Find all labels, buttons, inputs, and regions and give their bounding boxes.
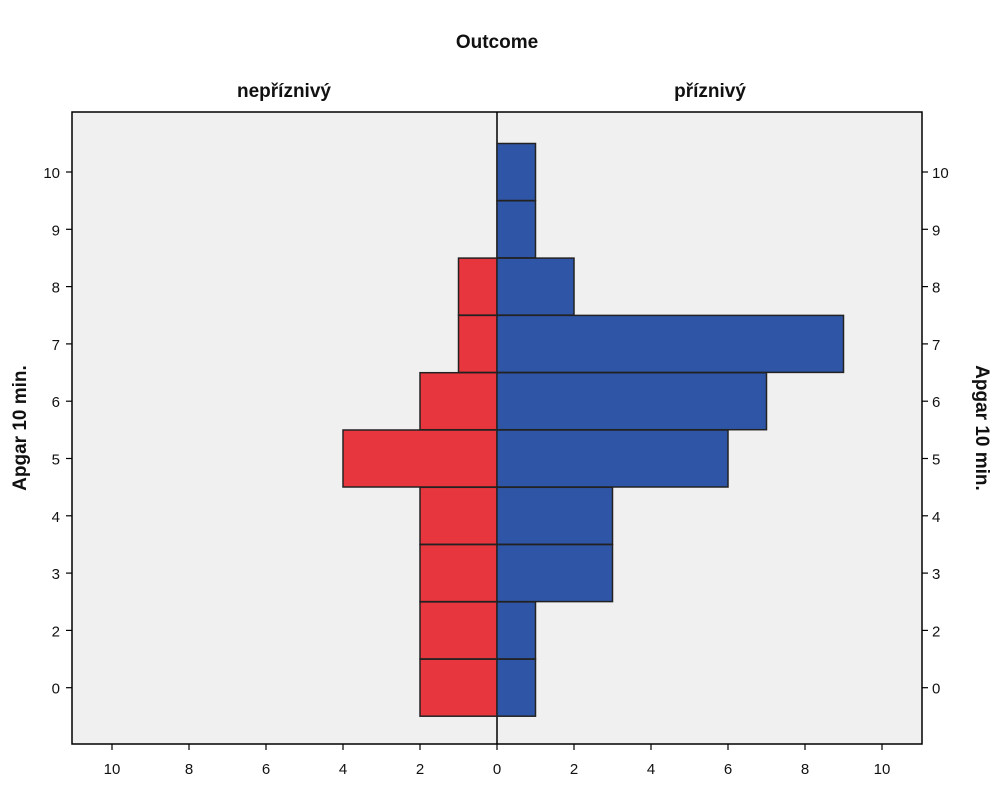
- y-tick-left-label: 10: [43, 165, 60, 182]
- y-tick-left-label: 3: [52, 566, 60, 583]
- x-tick-right-label: 8: [801, 761, 809, 778]
- y-tick-left-label: 4: [52, 509, 60, 526]
- y-tick-right-label: 0: [932, 681, 940, 698]
- y-tick-right-label: 10: [932, 165, 949, 182]
- panel-label-right: příznivý: [674, 81, 746, 102]
- bars-priznivy: [496, 142, 845, 717]
- bar-right-6: [496, 371, 768, 431]
- y-tick-right-label: 8: [932, 280, 940, 297]
- y-tick-right-label: 3: [932, 566, 940, 583]
- bar-right-0: [496, 658, 537, 717]
- bar-left-0: [419, 658, 498, 717]
- x-tick-right-label: 2: [570, 761, 578, 778]
- bar-right-4: [496, 486, 614, 546]
- bar-left-3: [419, 543, 498, 603]
- bar-right-5: [496, 429, 729, 488]
- bar-left-8: [457, 257, 498, 316]
- y-tick-left-label: 6: [52, 394, 60, 411]
- y-tick-right-label: 9: [932, 222, 940, 239]
- chart-title: Outcome: [456, 32, 538, 53]
- y-tick-right-label: 7: [932, 337, 940, 354]
- y-axis-label-right: Apgar 10 min.: [971, 365, 992, 491]
- y-tick-right-label: 2: [932, 623, 940, 640]
- y-tick-right-label: 6: [932, 394, 940, 411]
- bar-left-7: [457, 314, 498, 374]
- bar-left-5: [342, 429, 498, 488]
- bars-nepriznivy: [342, 257, 498, 717]
- y-tick-left-label: 9: [52, 222, 60, 239]
- bar-left-6: [419, 371, 498, 431]
- x-tick-right-label: 6: [724, 761, 732, 778]
- x-tick-left-label: 10: [104, 761, 121, 778]
- y-tick-left-label: 5: [52, 452, 60, 469]
- bar-right-10: [496, 142, 537, 202]
- y-axis-label-left: Apgar 10 min.: [10, 365, 31, 491]
- y-tick-right-label: 4: [932, 509, 940, 526]
- x-tick-right-label: 10: [874, 761, 891, 778]
- y-tick-left-label: 0: [52, 681, 60, 698]
- bar-right-2: [496, 601, 537, 660]
- bar-right-8: [496, 257, 575, 316]
- x-tick-right-label: 4: [647, 761, 655, 778]
- y-tick-left-label: 8: [52, 280, 60, 297]
- x-tick-left-label: 6: [262, 761, 270, 778]
- bar-right-9: [496, 200, 537, 259]
- y-tick-left-label: 2: [52, 623, 60, 640]
- x-tick-left-label: 2: [416, 761, 424, 778]
- x-tick-left-label: 8: [185, 761, 193, 778]
- bar-right-7: [496, 314, 845, 374]
- x-tick-left-label: 4: [339, 761, 347, 778]
- x-tick-left-label: 0: [493, 761, 501, 778]
- panel-label-left: nepříznivý: [237, 81, 331, 102]
- bar-left-4: [419, 486, 498, 546]
- bar-left-2: [419, 601, 498, 660]
- y-tick-right-label: 5: [932, 452, 940, 469]
- y-tick-left-label: 7: [52, 337, 60, 354]
- bar-right-3: [496, 543, 614, 603]
